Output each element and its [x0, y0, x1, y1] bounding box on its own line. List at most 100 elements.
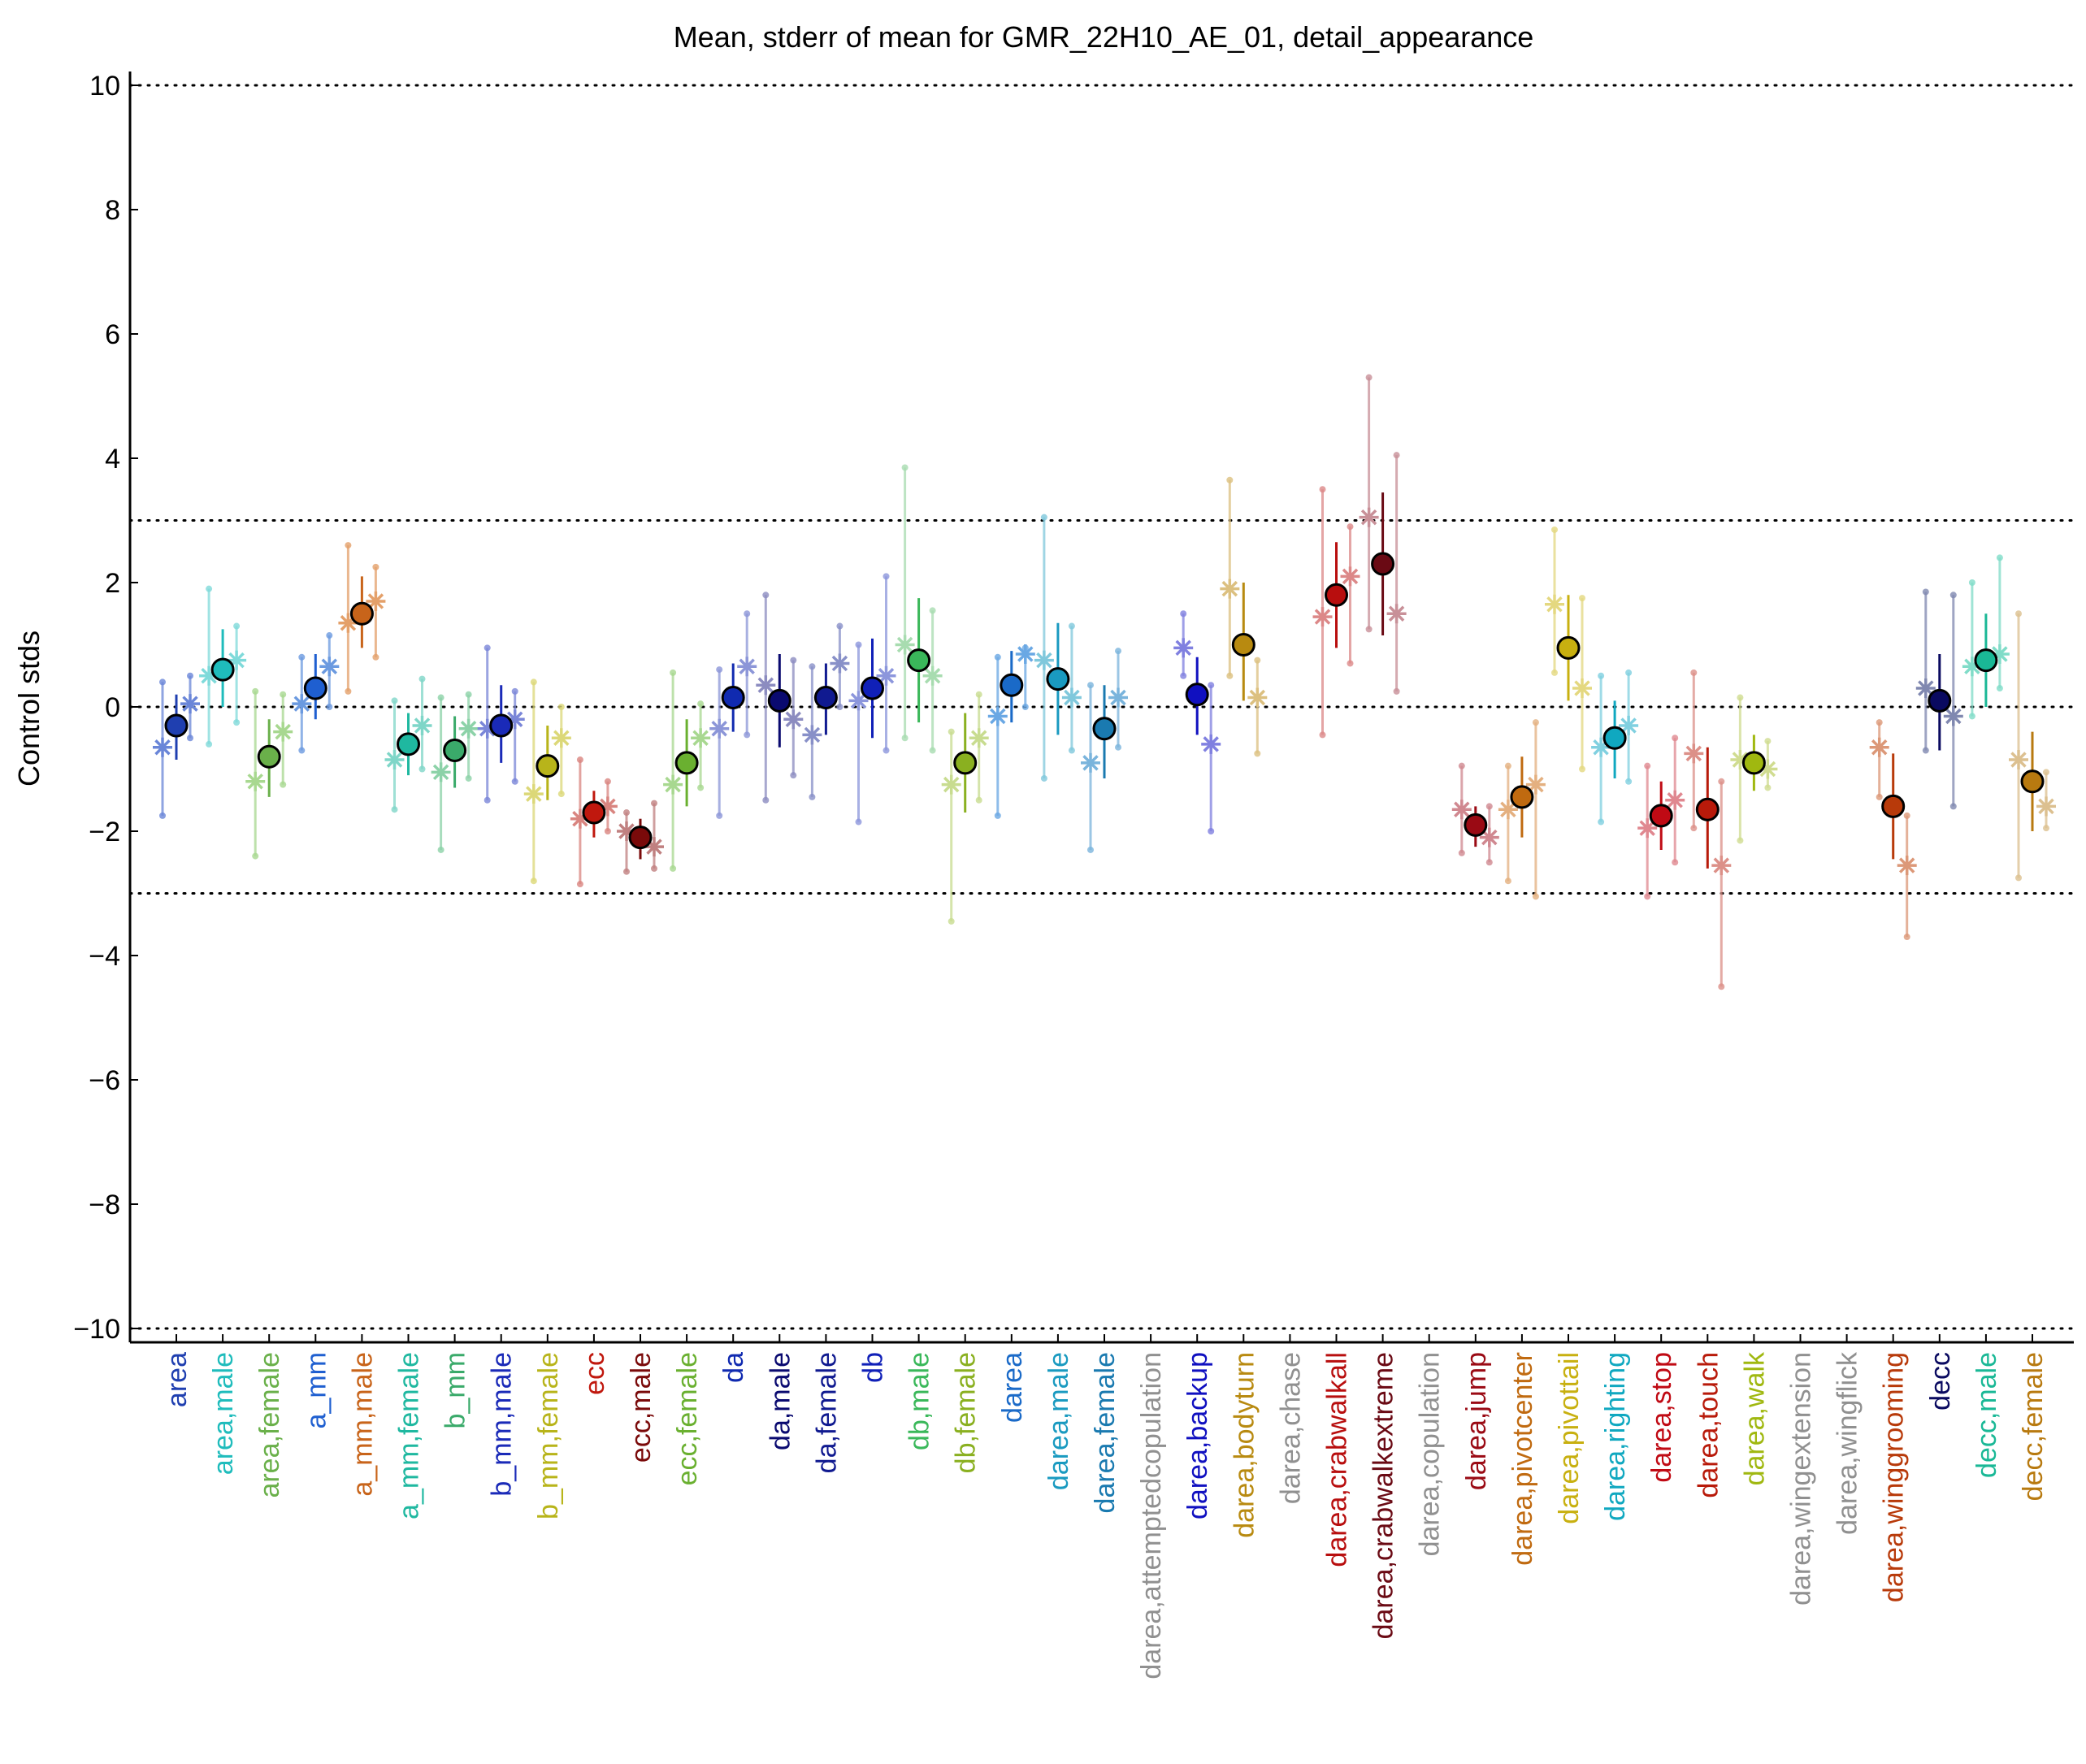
sub-error-cap [252, 852, 259, 860]
sub-error-cap [1690, 669, 1698, 676]
star-marker [644, 837, 664, 857]
sub-error-cap [994, 812, 1001, 819]
x-tick-label: decc [1925, 1352, 1956, 1411]
sub-error-cap [2043, 825, 2049, 832]
y-tick-label: −8 [89, 1190, 120, 1220]
sub-error-cap [484, 796, 491, 804]
sub-error-cap [855, 641, 862, 648]
star-stroke [618, 823, 635, 839]
y-tick-label: 2 [105, 568, 120, 599]
x-tick-label: decc,female [2018, 1352, 2049, 1501]
x-tick-label: darea,winggrooming [1879, 1352, 1910, 1602]
star-stroke [2038, 798, 2054, 815]
x-tick-label: da,female [811, 1352, 842, 1473]
category-group [617, 800, 664, 875]
sub-error-cap [1504, 878, 1511, 885]
category-group [1962, 554, 2010, 720]
sub-error-cap [557, 704, 565, 710]
star-marker [941, 774, 961, 795]
sub-error-cap [326, 632, 333, 639]
sub-error-cap [530, 878, 537, 885]
star-marker [1525, 774, 1546, 795]
sub-error-cap [809, 793, 816, 800]
sub-error-cap [465, 774, 472, 782]
star-stroke [1898, 857, 1915, 873]
star-marker [1572, 678, 1592, 699]
sub-error-cap [716, 812, 723, 819]
star-stroke [321, 658, 338, 674]
mean-point [1974, 648, 1998, 673]
y-tick-label: 10 [89, 71, 120, 102]
x-tick-label: da,male [765, 1352, 796, 1450]
x-tick-label: darea,attemptedcopulation [1136, 1352, 1167, 1679]
star-marker [876, 665, 896, 686]
mean-point [1464, 813, 1488, 837]
star-marker [709, 718, 730, 739]
star-stroke [943, 776, 960, 793]
sub-error-cap [1458, 762, 1465, 769]
x-tick-label: darea,walk [1739, 1351, 1770, 1485]
sub-error-cap [1968, 579, 1975, 586]
star-marker [1386, 604, 1407, 624]
sub-error-cap [1180, 610, 1187, 618]
sub-error-cap [252, 687, 259, 695]
star-marker [1915, 678, 1936, 699]
x-tick-label: area,female [254, 1352, 285, 1498]
sub-error-cap [1903, 812, 1910, 819]
mean-point [349, 601, 374, 626]
x-tick-label: a_mm,female [394, 1352, 425, 1519]
mean-point [303, 676, 327, 700]
sub-error-cap [670, 865, 677, 872]
star-marker [319, 657, 340, 677]
sub-error-cap [1922, 588, 1929, 596]
mean-point [164, 713, 189, 738]
sub-error-cap [280, 781, 287, 788]
mean-point [907, 648, 931, 673]
star-marker [783, 709, 804, 730]
sub-error-cap [1579, 595, 1585, 602]
star-marker [1684, 743, 1704, 764]
sub-error-cap [697, 700, 705, 708]
star-marker [969, 728, 989, 748]
sub-error-cap [1180, 672, 1187, 679]
star-stroke [970, 730, 987, 746]
x-tick-label: darea,chase [1275, 1352, 1306, 1504]
sub-error-cap [1254, 750, 1261, 757]
sub-error-cap [437, 694, 445, 701]
x-tick-label: a_mm [301, 1352, 332, 1428]
mean-point [628, 826, 653, 850]
sub-error-cap [187, 672, 193, 679]
category-group [1684, 669, 1732, 990]
sub-error-cap [576, 881, 583, 888]
star-stroke [526, 786, 542, 802]
sub-error-cap [1737, 837, 1744, 844]
star-stroke [1500, 801, 1516, 817]
sub-error-cap [1968, 713, 1975, 720]
star-stroke [850, 692, 867, 709]
sub-error-cap [1485, 803, 1493, 810]
mean-point [536, 754, 560, 778]
star-stroke [646, 839, 662, 855]
category-group [1359, 374, 1407, 695]
star-stroke [275, 723, 291, 740]
sub-error-cap [1996, 554, 2003, 561]
star-marker [523, 784, 544, 804]
x-tick-label: area,male [208, 1352, 239, 1475]
x-tick-label: darea,wingextension [1786, 1352, 1817, 1606]
sub-error-cap [1254, 657, 1261, 664]
sub-error-cap [623, 809, 630, 817]
sub-error-cap [790, 657, 797, 664]
sub-error-cap [1087, 846, 1094, 853]
mean-point [1649, 804, 1673, 828]
star-marker [384, 750, 405, 770]
star-stroke [1574, 680, 1590, 696]
star-marker [1869, 737, 1889, 757]
sub-error-cap [419, 675, 426, 683]
sub-error-cap [419, 765, 426, 773]
star-marker [895, 635, 915, 655]
mean-point [1325, 583, 1348, 607]
y-tick-label: −10 [73, 1314, 120, 1345]
sub-error-cap [604, 828, 611, 834]
category-group [1451, 762, 1499, 866]
mean-point [953, 751, 978, 775]
